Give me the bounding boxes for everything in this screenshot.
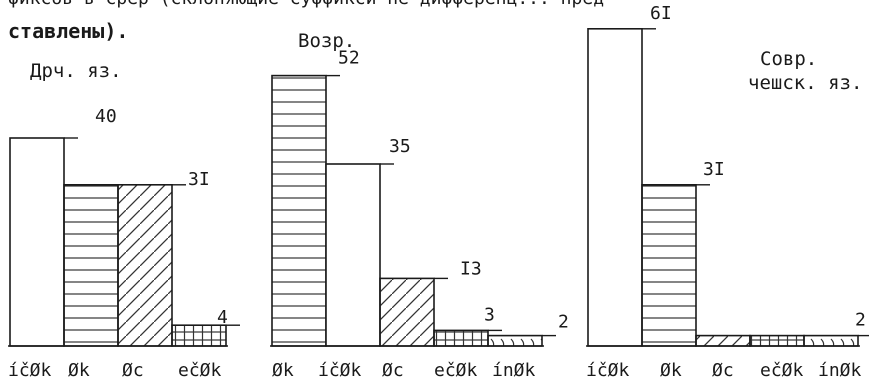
chart-title-modern-line-2: чешск. яз.: [748, 72, 863, 94]
bar-2-3: [749, 334, 805, 347]
bar-1-0: [271, 74, 327, 347]
value-label-2-4: 2: [855, 310, 866, 331]
bar-0-0: [9, 137, 65, 347]
value-label-0-2: 3I: [188, 169, 210, 190]
header-line-2: ставлены).: [8, 19, 129, 43]
category-label-1-2: Øc: [382, 360, 404, 381]
bar-1-1: [325, 163, 381, 347]
category-label-1-3: ečØk: [434, 360, 478, 381]
category-label-2-2: Øc: [712, 360, 734, 381]
category-label-1-0: Øk: [272, 360, 294, 381]
category-label-0-2: Øc: [122, 360, 144, 381]
category-label-2-0: íčØk: [586, 360, 630, 381]
bar-1-2: [379, 277, 435, 347]
bar-1-4: [487, 334, 543, 347]
category-label-2-4: ínØk: [818, 360, 862, 381]
category-label-0-3: ečØk: [178, 360, 222, 381]
category-label-1-4: ínØk: [492, 360, 536, 381]
value-label-1-4: 2: [558, 312, 569, 333]
value-label-2-1: 3I: [703, 159, 725, 180]
value-label-1-3: 3: [484, 304, 495, 325]
chart-group-1: 52 Øk 35 íčØk I3 Øc 3 ečØk 2 ínØk: [270, 48, 569, 381]
bar-2-1: [641, 184, 697, 347]
category-label-0-0: íčØk: [8, 360, 52, 381]
header-line-1: фиксов в срер (склоняющие суффикси не ди…: [8, 0, 604, 10]
category-label-2-3: ečØk: [760, 360, 804, 381]
value-label-1-2: I3: [460, 258, 482, 279]
value-label-0-0: 40: [95, 106, 117, 127]
value-label-0-3: 4: [217, 307, 228, 328]
category-label-0-1: Øk: [68, 360, 90, 381]
bar-0-2: [117, 184, 173, 347]
chart-title-middle: Возр.: [298, 30, 356, 52]
bar-2-4: [803, 334, 859, 347]
value-label-1-0: 52: [338, 48, 360, 69]
bar-1-3: [433, 329, 489, 347]
chart-title-modern-line-1: Совр.: [760, 48, 818, 70]
bar-0-3: [171, 324, 227, 347]
chart-group-2: 6I íčØk 3I Øk Øc ečØk 2 ínØk: [586, 3, 869, 381]
chart-title-old-language: Дрч. яз.: [30, 60, 122, 82]
value-label-2-0: 6I: [650, 3, 672, 24]
bar-2-0: [587, 27, 643, 347]
bar-0-1: [63, 184, 119, 347]
chart-group-0: 40 íčØk Øk 3I Øc 4 ečØk: [8, 106, 240, 381]
category-label-2-1: Øk: [660, 360, 682, 381]
value-label-1-1: 35: [389, 136, 411, 157]
bar-2-2: [695, 334, 751, 347]
category-label-1-1: íčØk: [318, 360, 362, 381]
